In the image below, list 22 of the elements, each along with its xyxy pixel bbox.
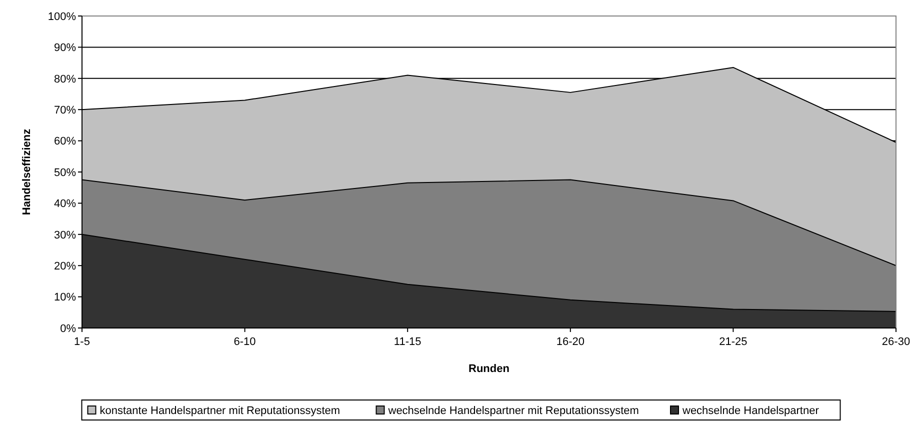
y-axis-title: Handelseffizienz xyxy=(21,128,33,216)
x-tick-label: 1-5 xyxy=(74,336,90,348)
y-tick-label: 0% xyxy=(60,322,76,335)
x-tick-label: 11-15 xyxy=(394,336,422,348)
y-tick-label: 60% xyxy=(54,136,76,148)
legend-label: wechselnde Handelspartner mit Reputationssystem xyxy=(387,405,639,417)
x-tick-label: 16-20 xyxy=(556,336,584,348)
y-tick-label: 90% xyxy=(54,42,76,54)
y-tick-label: 100% xyxy=(48,10,76,23)
y-tick-label: 20% xyxy=(54,260,76,272)
legend-label: konstante Handelspartner mit Reputationssystem xyxy=(100,405,340,417)
y-tick-label: 50% xyxy=(54,166,76,179)
x-axis-title: Runden xyxy=(468,363,510,375)
legend-label: wechselnde Handelspartner xyxy=(682,405,820,417)
x-tick-label: 6-10 xyxy=(234,336,256,348)
y-tick-label: 10% xyxy=(54,292,76,304)
y-tick-label: 30% xyxy=(54,229,76,242)
y-tick-label: 70% xyxy=(54,104,76,116)
x-tick-label: 21-25 xyxy=(719,336,748,348)
y-tick-label: 80% xyxy=(54,73,76,86)
x-tick-label: 26-30 xyxy=(882,336,910,348)
y-tick-label: 40% xyxy=(54,198,76,210)
